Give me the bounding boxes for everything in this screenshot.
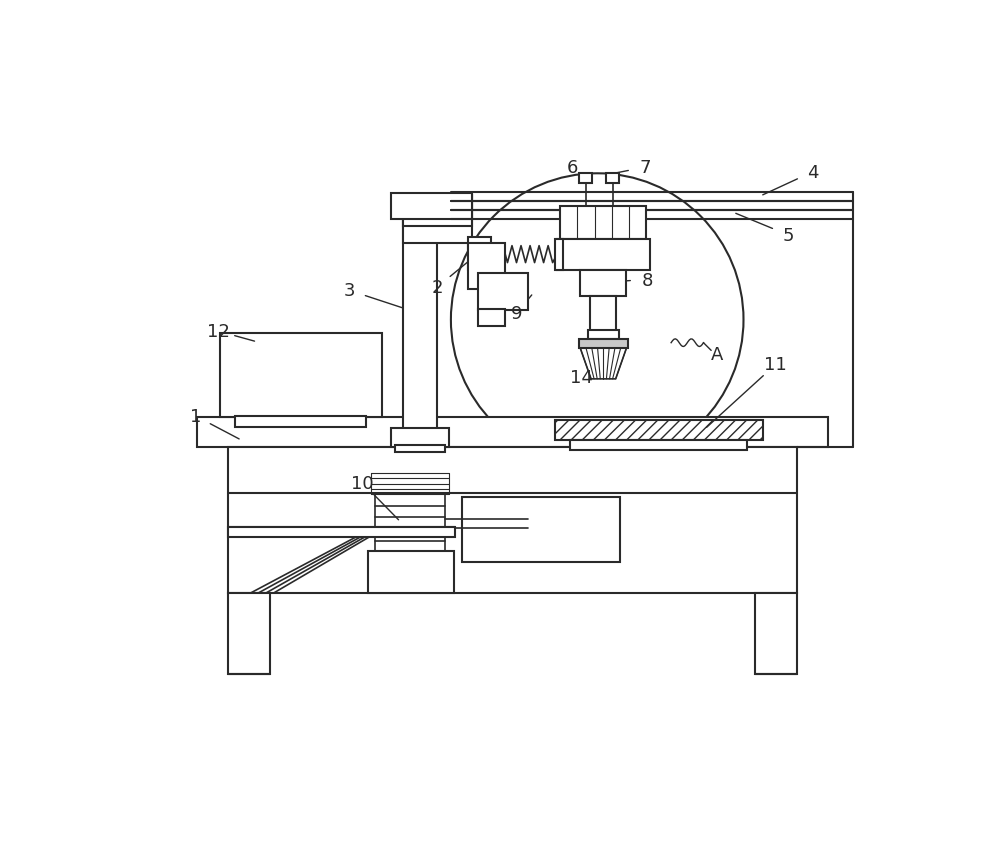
Text: 4: 4	[807, 164, 819, 182]
Circle shape	[451, 174, 744, 467]
Text: 7: 7	[639, 159, 651, 177]
Bar	[588, 331, 619, 339]
Text: A: A	[710, 346, 723, 364]
Bar	[462, 497, 620, 562]
Bar	[478, 274, 528, 311]
Text: 5: 5	[782, 226, 794, 245]
Text: 3: 3	[344, 282, 355, 300]
Bar	[606, 174, 619, 183]
Bar	[478, 309, 505, 326]
Bar	[235, 417, 366, 428]
Bar	[368, 551, 454, 593]
Text: 12: 12	[207, 323, 230, 341]
Bar	[590, 297, 616, 331]
Text: 2: 2	[431, 279, 443, 297]
Bar	[468, 244, 505, 289]
Text: 10: 10	[351, 474, 374, 492]
Bar	[555, 239, 563, 270]
Text: 14: 14	[570, 369, 593, 387]
Bar	[579, 339, 628, 349]
Bar	[228, 528, 455, 537]
Bar	[197, 418, 828, 447]
Bar	[403, 216, 437, 447]
Text: 6: 6	[567, 159, 578, 177]
Polygon shape	[580, 349, 626, 380]
Bar	[228, 447, 797, 593]
Text: 1: 1	[190, 407, 201, 425]
Bar	[579, 173, 592, 183]
Bar	[403, 195, 472, 226]
Bar	[755, 593, 797, 674]
Bar	[403, 195, 472, 244]
Bar	[468, 238, 491, 270]
Bar	[555, 421, 763, 441]
Bar	[220, 333, 382, 418]
Text: 11: 11	[764, 356, 787, 374]
Text: 9: 9	[511, 305, 522, 323]
Bar	[560, 208, 646, 239]
Bar	[557, 239, 650, 270]
Bar	[580, 270, 626, 297]
Bar	[395, 446, 445, 453]
Bar	[570, 440, 747, 451]
Bar	[228, 593, 270, 674]
Text: 8: 8	[642, 271, 653, 289]
Bar	[391, 194, 472, 220]
Bar	[391, 429, 449, 447]
